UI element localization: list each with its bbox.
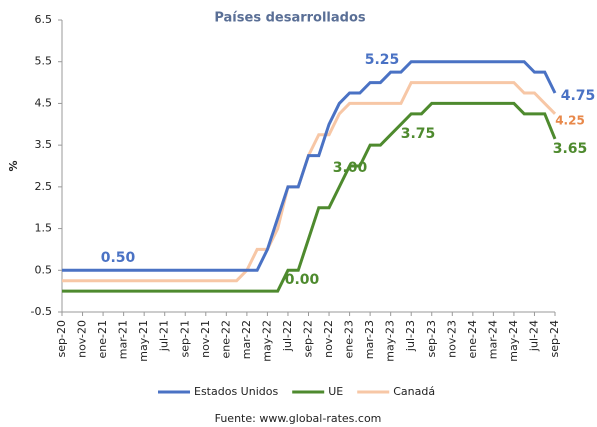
annotation: 5.25 <box>365 52 400 68</box>
legend-label: Canadá <box>393 385 435 398</box>
annotation: 3.75 <box>401 126 436 142</box>
x-tick-label: mar-24 <box>486 320 499 359</box>
x-tick-label: ene-21 <box>96 320 109 358</box>
y-tick-label: 1.5 <box>35 222 53 235</box>
y-tick-label: 4.5 <box>35 96 53 109</box>
series-line <box>62 81 557 283</box>
annotation: 4.75 <box>561 88 596 104</box>
y-tick-label: 2.5 <box>35 180 53 193</box>
annotation: 0.00 <box>285 272 320 288</box>
x-tick-label: ene-23 <box>343 320 356 358</box>
x-tick-label: mar-23 <box>363 320 376 359</box>
y-tick-label: 5.5 <box>35 55 53 68</box>
x-tick-label: sep-23 <box>425 320 438 357</box>
x-tick-label: jul-23 <box>404 320 417 352</box>
annotation: 4.25 <box>555 114 585 128</box>
x-tick-label: jul-24 <box>527 320 540 352</box>
x-tick-label: jul-22 <box>281 320 294 352</box>
annotation: 3.00 <box>333 160 368 176</box>
x-tick-label: nov-23 <box>445 320 458 358</box>
x-tick-label: nov-22 <box>322 320 335 358</box>
source: Fuente: www.global-rates.com <box>215 412 382 425</box>
x-tick-label: may-23 <box>384 320 397 362</box>
x-tick-label: mar-22 <box>240 320 253 359</box>
x-tick-label: mar-21 <box>117 320 130 359</box>
series-line <box>62 101 557 293</box>
y-tick-label: 3.5 <box>35 138 53 151</box>
x-tick-label: nov-20 <box>76 320 89 358</box>
x-tick-label: may-21 <box>137 320 150 362</box>
x-tick-label: jul-21 <box>158 320 171 352</box>
x-tick-label: ene-24 <box>466 320 479 358</box>
x-tick-label: sep-22 <box>302 320 315 357</box>
chart-title: Países desarrollados <box>214 11 366 26</box>
x-tick-label: sep-20 <box>55 320 68 357</box>
x-tick-label: sep-24 <box>548 320 561 357</box>
y-tick-label: 6.5 <box>35 13 53 26</box>
annotation: 0.50 <box>101 250 136 266</box>
series-line <box>62 60 557 272</box>
x-tick-label: nov-21 <box>199 320 212 358</box>
y-tick-label: -0.5 <box>31 305 52 318</box>
legend-label: UE <box>328 385 343 398</box>
x-tick-label: may-22 <box>260 320 273 362</box>
annotation: 3.65 <box>553 141 588 157</box>
x-tick-label: ene-22 <box>219 320 232 358</box>
x-tick-label: sep-21 <box>178 320 191 357</box>
y-tick-label: 0.5 <box>35 263 53 276</box>
x-tick-label: may-24 <box>507 320 520 362</box>
y-axis-label: % <box>7 160 20 171</box>
legend-label: Estados Unidos <box>194 385 278 398</box>
